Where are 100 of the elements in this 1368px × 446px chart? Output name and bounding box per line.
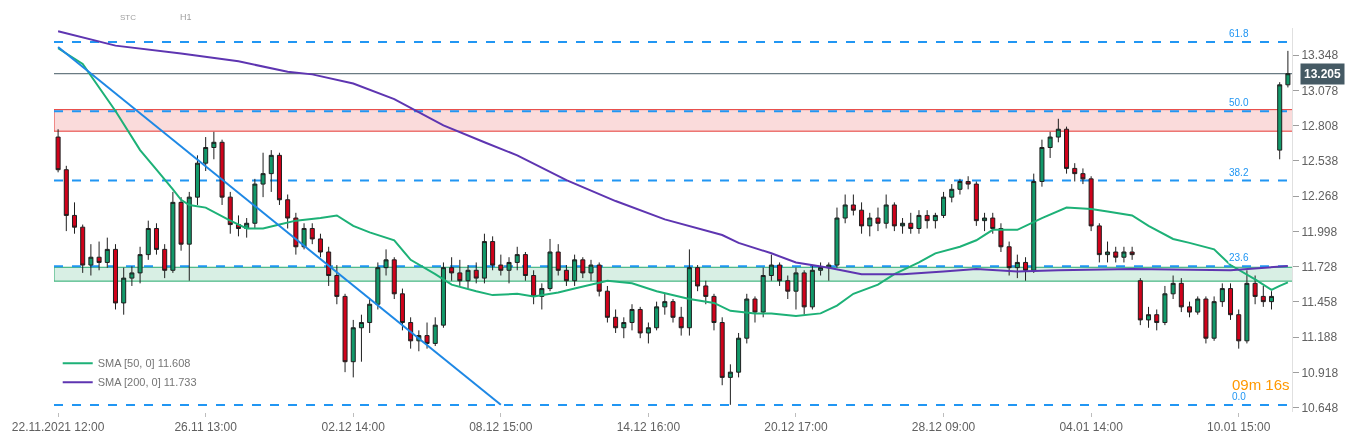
candlestick — [695, 264, 701, 292]
candlestick — [686, 248, 692, 337]
candlestick — [1006, 241, 1012, 277]
candlestick — [531, 269, 537, 305]
candlestick — [809, 264, 815, 310]
candlestick — [908, 212, 914, 235]
candlestick — [547, 238, 553, 292]
candlestick — [1129, 246, 1135, 261]
candlestick — [350, 319, 356, 378]
candlestick — [326, 246, 332, 287]
candlestick — [153, 222, 159, 256]
y-tick-label: 11.998 — [1301, 224, 1338, 239]
candlestick — [268, 149, 274, 193]
candlestick — [473, 261, 479, 284]
candlestick — [924, 209, 930, 229]
candlestick — [949, 183, 955, 203]
candlestick — [252, 178, 258, 229]
x-tick-label: 02.12 14:00 — [321, 420, 386, 435]
candlestick — [1170, 275, 1176, 300]
legend-label: SMA [200, 0] 11.733 — [97, 376, 197, 389]
candlestick — [572, 254, 578, 287]
legend-label: SMA [50, 0] 11.608 — [97, 357, 191, 370]
candlestick — [1162, 285, 1168, 326]
candlestick — [727, 363, 733, 406]
y-tick-label: 12.538 — [1301, 154, 1339, 169]
candlestick — [391, 256, 397, 300]
candlestick — [96, 241, 102, 271]
candlestick — [80, 224, 86, 274]
candlestick — [588, 259, 594, 282]
candlestick — [490, 235, 496, 271]
candlestick — [883, 194, 889, 229]
y-tick-label: 10.648 — [1301, 400, 1339, 415]
candlestick — [194, 154, 200, 206]
candlestick — [793, 267, 799, 310]
candlestick — [129, 265, 135, 287]
candlestick — [1121, 246, 1127, 263]
candlestick — [88, 243, 94, 277]
candlestick — [170, 191, 176, 274]
candlestick — [719, 316, 725, 386]
candlestick — [1228, 282, 1234, 321]
candlestick — [613, 308, 619, 334]
candlestick — [859, 201, 865, 235]
candlestick — [367, 298, 373, 334]
candlestick — [399, 288, 405, 331]
annotation: 23.6 — [1229, 252, 1249, 263]
candlestick — [1080, 167, 1086, 185]
candlestick — [580, 256, 586, 279]
candlestick — [1277, 81, 1283, 160]
candlestick — [186, 191, 192, 282]
candlestick — [703, 280, 709, 305]
candlestick — [801, 269, 807, 316]
candlestick — [875, 207, 881, 232]
candlestick — [1064, 126, 1070, 175]
y-tick-label: 13.078 — [1301, 83, 1339, 98]
candlestick — [900, 217, 906, 235]
candlestick — [1187, 301, 1193, 318]
candlestick — [432, 316, 438, 347]
candlestick — [965, 175, 971, 190]
candlestick — [1154, 308, 1160, 331]
candlestick — [1113, 246, 1119, 263]
candlestick — [342, 293, 348, 373]
text: STC — [120, 13, 137, 22]
candlestick — [662, 293, 668, 316]
candlestick — [1072, 162, 1078, 182]
candlestick — [55, 128, 61, 173]
candlestick — [916, 209, 922, 235]
candlestick — [145, 220, 151, 261]
candlestick — [424, 322, 430, 350]
candlestick — [1285, 50, 1291, 88]
annotation: 50.0 — [1229, 97, 1249, 108]
candlestick — [621, 316, 627, 339]
candlestick — [522, 251, 528, 282]
candlestick — [137, 246, 143, 284]
candlestick — [842, 194, 848, 224]
x-tick-label: 08.12 15:00 — [469, 420, 533, 435]
candlestick — [1096, 222, 1102, 263]
candlestick — [301, 222, 307, 250]
candlestick — [1055, 118, 1061, 143]
candlestick — [1195, 295, 1201, 316]
candlestick — [760, 267, 766, 318]
candlestick — [654, 301, 660, 331]
candlestick — [121, 267, 127, 316]
candlestick — [1047, 131, 1053, 159]
text: H1 — [180, 12, 192, 22]
candlestick — [957, 178, 963, 196]
x-tick-label: 04.01 14:00 — [1059, 420, 1124, 435]
candlestick — [1211, 295, 1217, 342]
x-tick-label: 10.01 15:00 — [1207, 420, 1271, 435]
annotation: 61.8 — [1229, 28, 1249, 39]
annotation: 38.2 — [1229, 167, 1249, 178]
candlestick — [219, 139, 225, 206]
candlestick — [227, 191, 233, 235]
annotation: 0.0 — [1232, 391, 1247, 402]
candlestick — [211, 131, 217, 160]
annotation: 09m 16s — [1232, 376, 1290, 393]
y-tick-label: 11.458 — [1301, 295, 1338, 310]
candlestick — [941, 191, 947, 219]
candlestick — [711, 293, 717, 331]
candlestick — [1219, 282, 1225, 308]
candlestick — [457, 259, 463, 287]
